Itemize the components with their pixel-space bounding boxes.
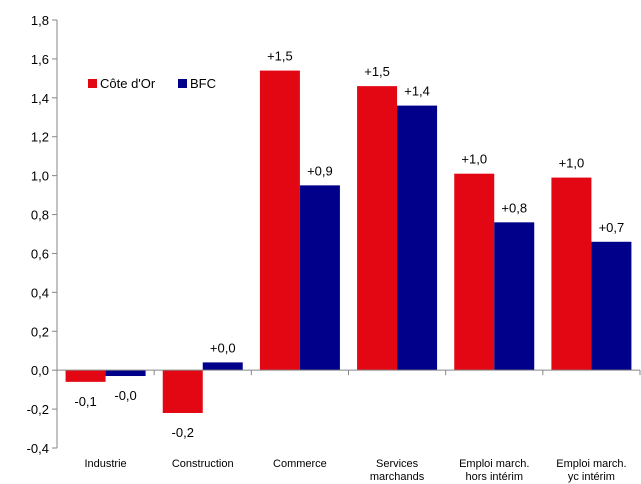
zero-line — [57, 369, 641, 376]
data-label: +1,0 — [461, 152, 487, 167]
category-axis: Industrie Construction Commerce Services mar… — [84, 458, 626, 483]
category-label: Industrie — [84, 458, 126, 470]
category-label: Emploi march. yc intérim — [556, 458, 626, 483]
category-label-line: Services — [376, 458, 419, 470]
bar-bfc — [397, 105, 438, 371]
data-label: -0,1 — [74, 394, 96, 409]
bar-bfc — [105, 370, 146, 377]
category-label-line: yc intérim — [568, 471, 615, 483]
y-axis: -0,4 -0,2 0,0 0,2 0,4 0,6 0,8 1,0 1,2 1,4 1,6 1,8 — [27, 13, 58, 456]
y-tick-label: -0,4 — [27, 441, 49, 456]
legend-label-cote-dor: Côte d'Or — [100, 76, 156, 91]
category-label: Services marchands — [370, 458, 425, 483]
bar-cote-dor — [162, 370, 203, 413]
bar-bfc — [299, 185, 340, 371]
data-label: +0,0 — [210, 340, 236, 355]
y-tick-label: 1,4 — [31, 91, 49, 106]
y-tick-label: 0,2 — [31, 324, 49, 339]
y-tick-label: 0,4 — [31, 285, 49, 300]
category-label-line: hors intérim — [466, 471, 523, 483]
legend: Côte d'Or BFC — [88, 76, 216, 91]
y-tick-label: 1,2 — [31, 130, 49, 145]
legend-swatch-bfc — [178, 79, 187, 88]
bar-bfc — [202, 362, 243, 371]
bar-cote-dor — [551, 177, 592, 371]
category-label: Emploi march. hors intérim — [459, 458, 529, 483]
y-tick-label: 1,8 — [31, 13, 49, 28]
bar-cote-dor — [454, 173, 495, 371]
y-tick-label: 0,6 — [31, 246, 49, 261]
y-tick-label: 0,0 — [31, 363, 49, 378]
bar-bfc — [494, 222, 535, 371]
data-label: -0,2 — [172, 425, 194, 440]
y-tick-label: 0,8 — [31, 208, 49, 223]
category-label-line: Construction — [172, 458, 234, 470]
data-label: +1,0 — [559, 156, 585, 171]
data-label: +0,7 — [599, 220, 625, 235]
bar-cote-dor — [259, 70, 300, 371]
data-label: -0,0 — [114, 388, 136, 403]
category-label-line: Emploi march. — [459, 458, 529, 470]
y-tick-label: -0,2 — [27, 402, 49, 417]
y-tick-label: 1,6 — [31, 52, 49, 67]
bar-cote-dor — [357, 86, 398, 371]
y-tick-label: 1,0 — [31, 169, 49, 184]
bar-cote-dor — [65, 370, 106, 382]
data-label: +0,9 — [307, 163, 333, 178]
legend-swatch-cote-dor — [88, 79, 97, 88]
category-label: Construction — [172, 458, 234, 470]
category-label-line: Emploi march. — [556, 458, 626, 470]
legend-label-bfc: BFC — [190, 76, 216, 91]
category-label-line: Commerce — [273, 458, 327, 470]
data-label: +1,5 — [267, 49, 293, 64]
data-labels: -0,1 -0,2 +1,5 +1,5 +1,0 +1,0 -0,0 +0,0 +0,9 +1,4… — [74, 49, 624, 440]
category-label-line: Industrie — [84, 458, 126, 470]
bars — [65, 70, 632, 413]
bar-bfc — [591, 241, 632, 371]
data-label: +1,5 — [364, 64, 390, 79]
category-label-line: marchands — [370, 471, 425, 483]
category-label: Commerce — [273, 458, 327, 470]
data-label: +0,8 — [501, 200, 527, 215]
data-label: +1,4 — [404, 84, 430, 99]
